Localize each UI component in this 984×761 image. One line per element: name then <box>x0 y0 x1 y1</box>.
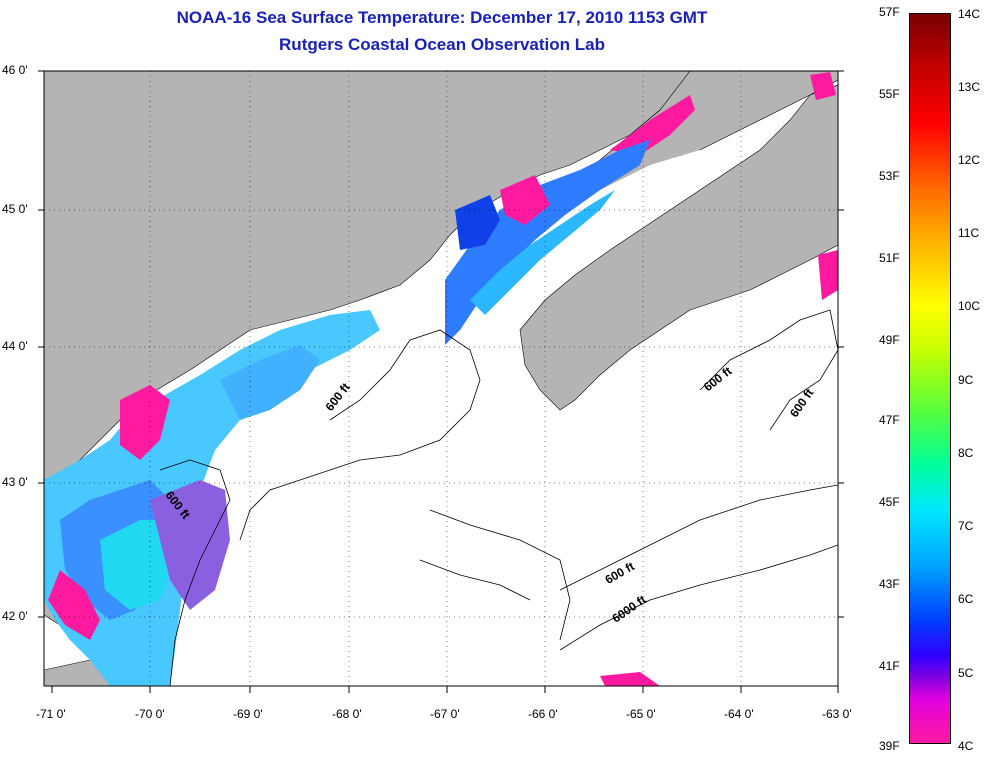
temperature-colorbar <box>909 13 951 744</box>
lat-label: 44 0' <box>2 339 28 353</box>
lon-label: -71 0' <box>36 707 66 721</box>
colorbar-c-label: 8C <box>958 446 974 460</box>
colorbar-c-label: 6C <box>958 592 974 606</box>
lat-label: 42 0' <box>2 609 28 623</box>
lat-label: 45 0' <box>2 202 28 216</box>
land-nova-scotia <box>519 84 838 411</box>
lat-label: 43 0' <box>2 475 28 489</box>
colorbar-c-label: 12C <box>958 153 981 167</box>
map-title: NOAA-16 Sea Surface Temperature: Decembe… <box>176 8 708 27</box>
map-subtitle: Rutgers Coastal Ocean Observation Lab <box>279 35 605 54</box>
colorbar-f-label: 39F <box>879 739 900 753</box>
colorbar-f-label: 41F <box>879 659 900 673</box>
bathymetry-contours <box>159 309 838 686</box>
colorbar-c-label: 11C <box>958 226 980 240</box>
colorbar-c-label: 14C <box>958 7 981 21</box>
colorbar-f-label: 45F <box>879 495 900 509</box>
colorbar-f-label: 43F <box>879 577 900 591</box>
colorbar-f-label: 51F <box>879 251 900 265</box>
land-mainland <box>44 71 691 481</box>
lon-label: -69 0' <box>233 707 263 721</box>
colorbar-c-label: 5C <box>958 666 974 680</box>
lat-label: 46 0' <box>2 63 28 77</box>
lon-label: -63 0' <box>822 707 852 721</box>
colorbar-f-label: 57F <box>879 5 900 19</box>
colorbar-c-label: 4C <box>958 739 974 753</box>
lon-label: -65 0' <box>626 707 656 721</box>
colorbar-c-label: 7C <box>958 519 974 533</box>
colorbar-c-label: 9C <box>958 373 974 387</box>
map-frame <box>43 70 839 687</box>
lon-label: -67 0' <box>430 707 460 721</box>
lon-label: -64 0' <box>724 707 754 721</box>
colorbar-f-label: 49F <box>879 333 900 347</box>
colorbar-f-label: 55F <box>879 87 900 101</box>
colorbar-c-label: 10C <box>958 299 981 313</box>
lon-label: -68 0' <box>332 707 362 721</box>
lon-label: -66 0' <box>528 707 558 721</box>
lon-label: -70 0' <box>135 707 165 721</box>
axis-ticks <box>38 70 844 693</box>
colorbar-f-label: 47F <box>879 413 900 427</box>
map-area <box>44 71 838 686</box>
sst-cold-fundy <box>610 95 695 155</box>
colorbar-c-label: 13C <box>958 80 981 94</box>
colorbar-f-label: 53F <box>879 169 900 183</box>
